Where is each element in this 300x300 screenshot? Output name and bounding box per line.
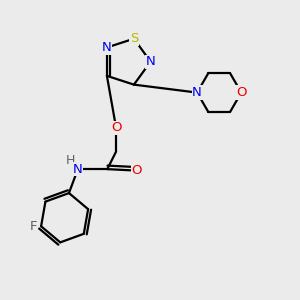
Text: N: N (146, 55, 155, 68)
Text: N: N (73, 163, 83, 176)
Text: O: O (111, 122, 122, 134)
Text: N: N (102, 41, 112, 54)
Text: F: F (30, 220, 38, 233)
Text: O: O (236, 86, 247, 99)
Text: N: N (192, 86, 202, 99)
Text: S: S (130, 32, 138, 45)
Text: O: O (131, 164, 142, 177)
Text: H: H (66, 154, 75, 167)
